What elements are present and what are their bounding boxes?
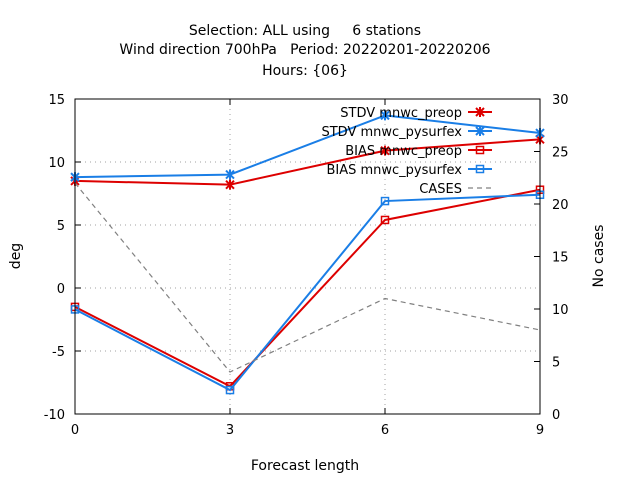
series-stdv-mnwc-pysurfex	[70, 110, 545, 183]
series-layer	[70, 110, 545, 395]
legend-label: STDV mnwc_preop	[340, 106, 462, 121]
y-tick-label: 0	[57, 282, 65, 297]
legend-marker	[475, 145, 485, 155]
grid	[74, 98, 541, 415]
chart-title-line-2: Wind direction 700hPa Period: 20220201-2…	[119, 42, 490, 58]
x-tick-label: 9	[536, 423, 544, 438]
y-tick-label: -10	[44, 408, 65, 423]
y2-tick-label: 30	[552, 93, 569, 108]
data-point	[380, 145, 390, 156]
data-point	[380, 110, 390, 121]
series-line	[74, 193, 541, 392]
y2-tick-label: 10	[552, 303, 569, 318]
series-line	[74, 138, 541, 186]
legend-entry: CASES	[419, 182, 492, 197]
tick-labels: 0 3 6 9 -10 -5 0 5 10 15 0 5 10 15 20 25 30	[44, 93, 569, 438]
plot-frame	[74, 98, 541, 415]
y-axis-label: deg	[8, 243, 24, 269]
y-tick-label: -5	[52, 345, 65, 360]
legend-label: BIAS mnwc_preop	[345, 144, 462, 159]
x-tick-label: 0	[71, 423, 79, 438]
x-tick-label: 6	[381, 423, 389, 438]
y-tick-label: 15	[48, 93, 65, 108]
x-tick-label: 3	[226, 423, 234, 438]
legend-label: STDV mnwc_pysurfex	[321, 125, 462, 140]
legend-marker	[475, 107, 485, 117]
data-point	[225, 179, 235, 190]
x-axis-label: Forecast length	[251, 458, 359, 474]
data-point	[380, 196, 390, 206]
y2-tick-label: 20	[552, 198, 569, 213]
data-point	[225, 385, 235, 395]
y2-tick-label: 0	[552, 408, 560, 423]
legend-marker	[475, 126, 485, 136]
legend-entry: BIAS mnwc_pysurfex	[326, 163, 492, 178]
series-bias-mnwc-preop	[70, 185, 545, 391]
chart-title-line-1: Selection: ALL using 6 stations	[189, 23, 421, 39]
data-point	[225, 169, 235, 180]
series-bias-mnwc-pysurfex	[70, 190, 545, 395]
y-tick-label: 5	[57, 219, 65, 234]
chart-title-line-3: Hours: {06}	[262, 63, 348, 79]
legend-label: BIAS mnwc_pysurfex	[326, 163, 462, 178]
series-line	[74, 114, 541, 179]
series-stdv-mnwc-preop	[70, 134, 545, 190]
legend-marker	[475, 164, 485, 174]
series-line	[74, 182, 541, 373]
legend-entry: BIAS mnwc_preop	[345, 144, 492, 159]
legend-entry: STDV mnwc_pysurfex	[321, 125, 492, 140]
y2-tick-label: 5	[552, 356, 560, 371]
y2-tick-label: 25	[552, 146, 569, 161]
series-cases	[74, 182, 541, 373]
y2-axis-label: No cases	[591, 225, 607, 288]
legend: STDV mnwc_preop STDV mnwc_pysurfex BIAS mn…	[321, 106, 492, 197]
y2-tick-label: 15	[552, 251, 569, 266]
series-line	[74, 188, 541, 388]
legend-entry: STDV mnwc_preop	[340, 106, 492, 121]
y-tick-label: 10	[48, 156, 65, 171]
data-point	[380, 215, 390, 225]
legend-label: CASES	[419, 182, 462, 197]
